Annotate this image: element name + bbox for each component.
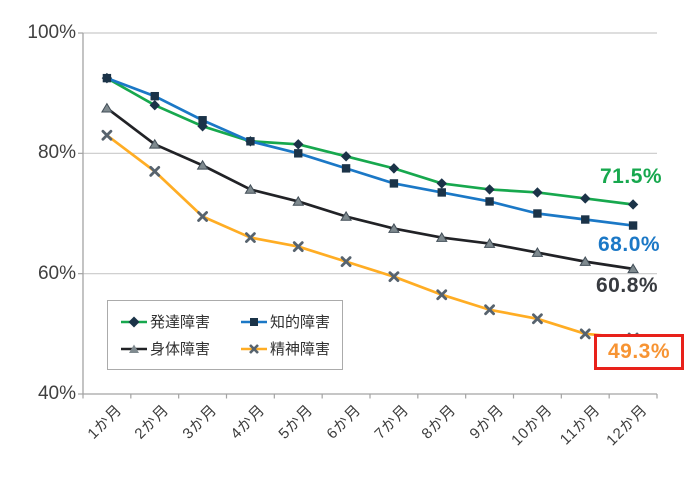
square-marker — [628, 221, 638, 230]
square-marker — [485, 197, 494, 206]
x-marker — [101, 129, 113, 141]
legend-sample-intellectual — [241, 317, 267, 326]
x-marker — [388, 271, 400, 283]
legend-item-developmental: 発達障害 — [121, 311, 241, 332]
legend-sample-mental — [241, 343, 267, 354]
x-marker — [149, 165, 161, 177]
series-end-label-physical: 60.8% — [596, 274, 659, 297]
legend-item-intellectual: 知的障害 — [241, 311, 342, 332]
y-axis-tick-label: 40% — [37, 383, 76, 404]
triangle-marker — [101, 102, 113, 113]
x-marker — [579, 328, 591, 340]
triangle-marker — [579, 256, 592, 266]
triangle-marker — [196, 159, 209, 170]
x-marker — [245, 232, 256, 243]
triangle-marker-icon — [129, 344, 139, 353]
square-marker — [389, 179, 399, 188]
diamond-marker — [627, 199, 639, 210]
triangle-marker — [435, 231, 448, 242]
x-marker-icon — [249, 343, 259, 354]
y-axis-tick-label: 60% — [37, 262, 76, 284]
square-marker — [198, 116, 207, 125]
legend-label: 身体障害 — [150, 341, 211, 358]
x-marker — [484, 304, 495, 316]
x-marker — [436, 289, 448, 301]
square-marker — [102, 73, 112, 83]
legend-item-physical: 身体障害 — [121, 338, 241, 359]
diamond-marker — [149, 100, 160, 111]
triangle-marker — [627, 263, 639, 274]
diamond-marker — [293, 139, 304, 150]
series-end-label-mental: 49.3% — [607, 340, 671, 363]
series-end-label-intellectual: 68.0% — [598, 233, 661, 256]
legend-label: 知的障害 — [270, 314, 331, 331]
x-marker — [340, 256, 352, 268]
legend-sample-physical — [121, 344, 147, 353]
diamond-marker — [436, 178, 447, 189]
triangle-marker — [388, 222, 400, 233]
x-marker — [532, 313, 543, 325]
series-line-1 — [105, 76, 635, 227]
square-marker — [246, 137, 255, 146]
legend-item-mental: 精神障害 — [241, 338, 342, 359]
square-marker-icon — [250, 317, 258, 326]
diamond-marker-icon — [128, 316, 140, 327]
square-marker — [150, 91, 159, 101]
series-line-3 — [105, 133, 635, 340]
x-marker — [197, 211, 208, 222]
triangle-marker — [148, 138, 161, 149]
series-end-label-developmental: 71.5% — [600, 165, 663, 188]
series-line-0 — [105, 76, 635, 206]
triangle-marker — [531, 247, 544, 257]
triangle-marker — [340, 210, 352, 221]
legend-label: 精神障害 — [270, 341, 331, 358]
diamond-marker — [388, 163, 400, 174]
y-axis-tick-label: 100% — [27, 22, 76, 43]
legend: 発達障害 知的障害 身体障害 精神障害 — [107, 300, 343, 370]
diamond-marker — [484, 184, 495, 195]
diamond-marker — [580, 193, 591, 204]
legend-label: 発達障害 — [150, 314, 211, 331]
square-marker — [437, 188, 446, 197]
square-marker — [294, 149, 303, 158]
square-marker — [581, 215, 590, 224]
triangle-marker — [483, 238, 496, 248]
y-axis-tick-label: 80% — [37, 142, 76, 164]
triangle-marker — [292, 195, 305, 206]
square-marker — [533, 209, 542, 218]
triangle-marker — [244, 183, 257, 194]
diamond-marker — [532, 187, 543, 198]
highlight-box: 49.3% — [594, 334, 684, 370]
legend-sample-developmental — [121, 316, 147, 327]
series-line-2 — [105, 106, 635, 271]
x-marker — [292, 241, 304, 252]
square-marker — [341, 164, 351, 173]
diamond-marker — [340, 151, 352, 162]
